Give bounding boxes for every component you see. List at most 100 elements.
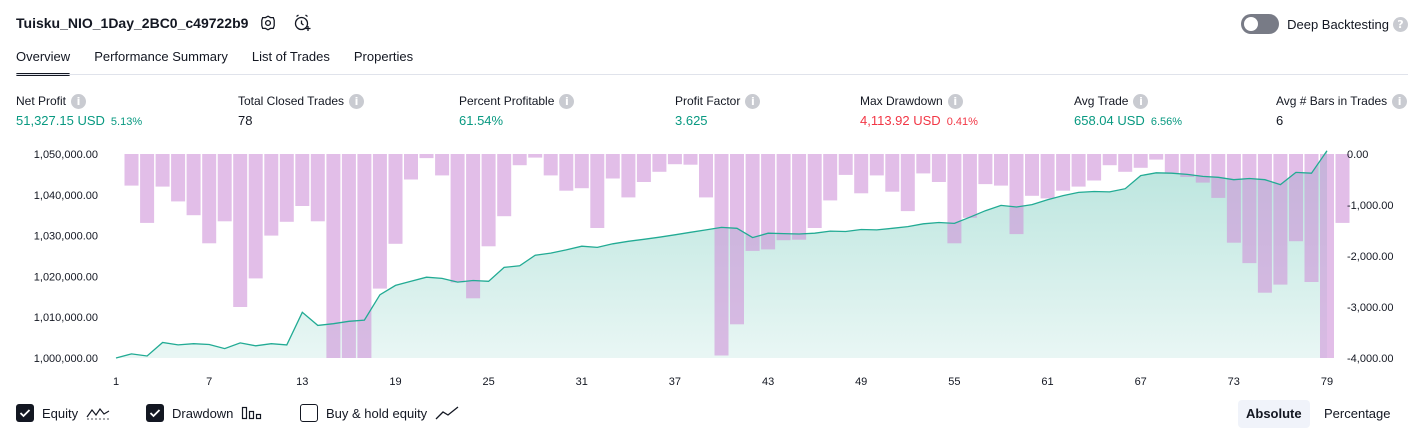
y-axis-left: 1,000,000.00 1,010,000.00 1,020,000.00 1,03…: [34, 149, 98, 365]
y-left-tick-label: 1,020,000.00: [34, 271, 98, 283]
drawdown-bar: [1273, 154, 1288, 285]
drawdown-bar: [1289, 154, 1303, 242]
drawdown-bar: [605, 154, 620, 179]
y-right-tick-label: 0.00: [1347, 149, 1368, 161]
header: Tuisku_NIO_1Day_2BC0_c49722b9 Deep Backt…: [0, 0, 1424, 48]
tab-bar: Overview Performance Summary List of Tra…: [16, 48, 437, 76]
info-icon[interactable]: i: [1133, 93, 1149, 109]
stat-label: Profit Factor: [675, 94, 741, 108]
drawdown-bar: [248, 154, 263, 279]
info-icon[interactable]: ?: [1393, 16, 1408, 32]
x-tick-label: 13: [296, 376, 308, 388]
buy-hold-checkbox[interactable]: [300, 404, 318, 422]
drawdown-bar: [481, 154, 496, 247]
info-icon[interactable]: i: [745, 93, 761, 109]
stat-value: 6: [1276, 113, 1284, 128]
drawdown-bars: [124, 154, 1350, 358]
info-icon[interactable]: i: [947, 93, 963, 109]
stat-net-profit: Net Profit i 51,327.15 USD 5.13%: [16, 92, 142, 128]
x-tick-label: 19: [389, 376, 401, 388]
x-tick-label: 43: [762, 376, 774, 388]
y-right-tick-label: -4,000.00: [1347, 353, 1393, 365]
tab-properties[interactable]: Properties: [353, 49, 414, 64]
stat-percent: 6.56%: [1150, 116, 1183, 128]
info-icon[interactable]: i: [71, 93, 87, 109]
drawdown-bar: [171, 154, 186, 202]
drawdown-bar: [1102, 154, 1117, 166]
drawdown-bar: [1257, 154, 1272, 293]
equity-line-path: [115, 150, 1328, 359]
drawdown-bar: [776, 154, 791, 241]
drawdown-bar: [295, 154, 310, 206]
drawdown-bar: [155, 154, 170, 187]
x-tick-label: 61: [1041, 376, 1053, 388]
add-alert-icon[interactable]: [292, 13, 312, 33]
y-left-tick-label: 1,000,000.00: [34, 353, 98, 365]
drawdown-checkbox[interactable]: [146, 404, 164, 422]
drawdown-bar: [559, 154, 574, 191]
drawdown-bar: [962, 154, 977, 218]
legend-equity-label: Equity: [42, 405, 79, 421]
deep-backtesting-toggle[interactable]: [1241, 14, 1280, 34]
drawdown-bar: [1164, 154, 1179, 174]
x-tick-label: 1: [113, 376, 119, 388]
deep-backtesting-label: Deep Backtesting: [1287, 16, 1389, 32]
y-right-tick-label: -3,000.00: [1347, 302, 1393, 314]
drawdown-bar: [807, 154, 822, 228]
x-tick-label: 25: [482, 376, 494, 388]
drawdown-bar: [388, 154, 403, 244]
x-axis: 1 7 13 19 25 31 37 43 49 55 61 67 73 79: [113, 376, 1333, 388]
stat-max-drawdown: Max Drawdown i 4,113.92 USD 0.41%: [860, 92, 978, 128]
drawdown-bar: [699, 154, 713, 198]
drawdown-bar: [761, 154, 776, 250]
drawdown-bar: [357, 154, 372, 358]
drawdown-bar: [466, 154, 481, 299]
legend-drawdown[interactable]: Drawdown: [146, 404, 263, 422]
drawdown-bar: [1040, 154, 1055, 199]
tab-divider: [16, 74, 1408, 75]
tab-list-of-trades[interactable]: List of Trades: [251, 49, 330, 64]
legend-buy-hold[interactable]: Buy & hold equity: [300, 404, 459, 422]
drawdown-bar: [372, 154, 387, 289]
info-icon[interactable]: i: [559, 93, 575, 109]
y-axis-right: 0.00 -1,000.00 -2,000.00 -3,000.00 -4,000.00: [1347, 149, 1393, 365]
drawdown-bar: [574, 154, 589, 189]
drawdown-bar: [1226, 154, 1241, 243]
stat-profit-factor: Profit Factor i 3.625: [675, 92, 761, 128]
drawdown-bar: [341, 154, 356, 358]
stat-label: Avg Trade: [1074, 94, 1129, 108]
drawdown-bar: [419, 154, 434, 159]
tab-overview[interactable]: Overview: [16, 48, 71, 76]
settings-icon[interactable]: [258, 13, 278, 33]
info-icon[interactable]: i: [349, 93, 365, 109]
drawdown-bar: [900, 154, 915, 212]
drawdown-bar: [512, 154, 527, 166]
drawdown-bar: [838, 154, 853, 175]
tab-performance-summary[interactable]: Performance Summary: [94, 49, 228, 64]
y-left-tick-label: 1,010,000.00: [34, 312, 98, 324]
drawdown-bar: [450, 154, 465, 283]
drawdown-bar: [683, 154, 698, 165]
absolute-button[interactable]: Absolute: [1238, 400, 1310, 428]
drawdown-bar: [1056, 154, 1071, 191]
drawdown-bar: [233, 154, 248, 307]
stat-value: 3.625: [675, 113, 708, 128]
stat-percent: 0.41%: [946, 116, 978, 128]
percentage-button[interactable]: Percentage: [1324, 406, 1391, 421]
stat-value: 61.54%: [459, 113, 504, 128]
x-tick-label: 67: [1135, 376, 1147, 388]
legend-drawdown-label: Drawdown: [172, 405, 234, 421]
drawdown-bar: [636, 154, 651, 182]
info-icon[interactable]: i: [1392, 93, 1408, 109]
legend-equity[interactable]: Equity: [16, 404, 110, 422]
drawdown-bar: [745, 154, 760, 251]
stat-value: 4,113.92 USD: [860, 113, 941, 128]
equity-checkbox[interactable]: [16, 404, 34, 422]
drawdown-bar: [823, 154, 838, 201]
drawdown-bar: [1335, 154, 1350, 223]
drawdown-bar: [435, 154, 450, 176]
legend-buy-hold-label: Buy & hold equity: [326, 405, 428, 421]
drawdown-bar: [590, 154, 605, 228]
stat-label: Total Closed Trades: [238, 94, 345, 108]
drawdown-bar: [730, 154, 744, 325]
